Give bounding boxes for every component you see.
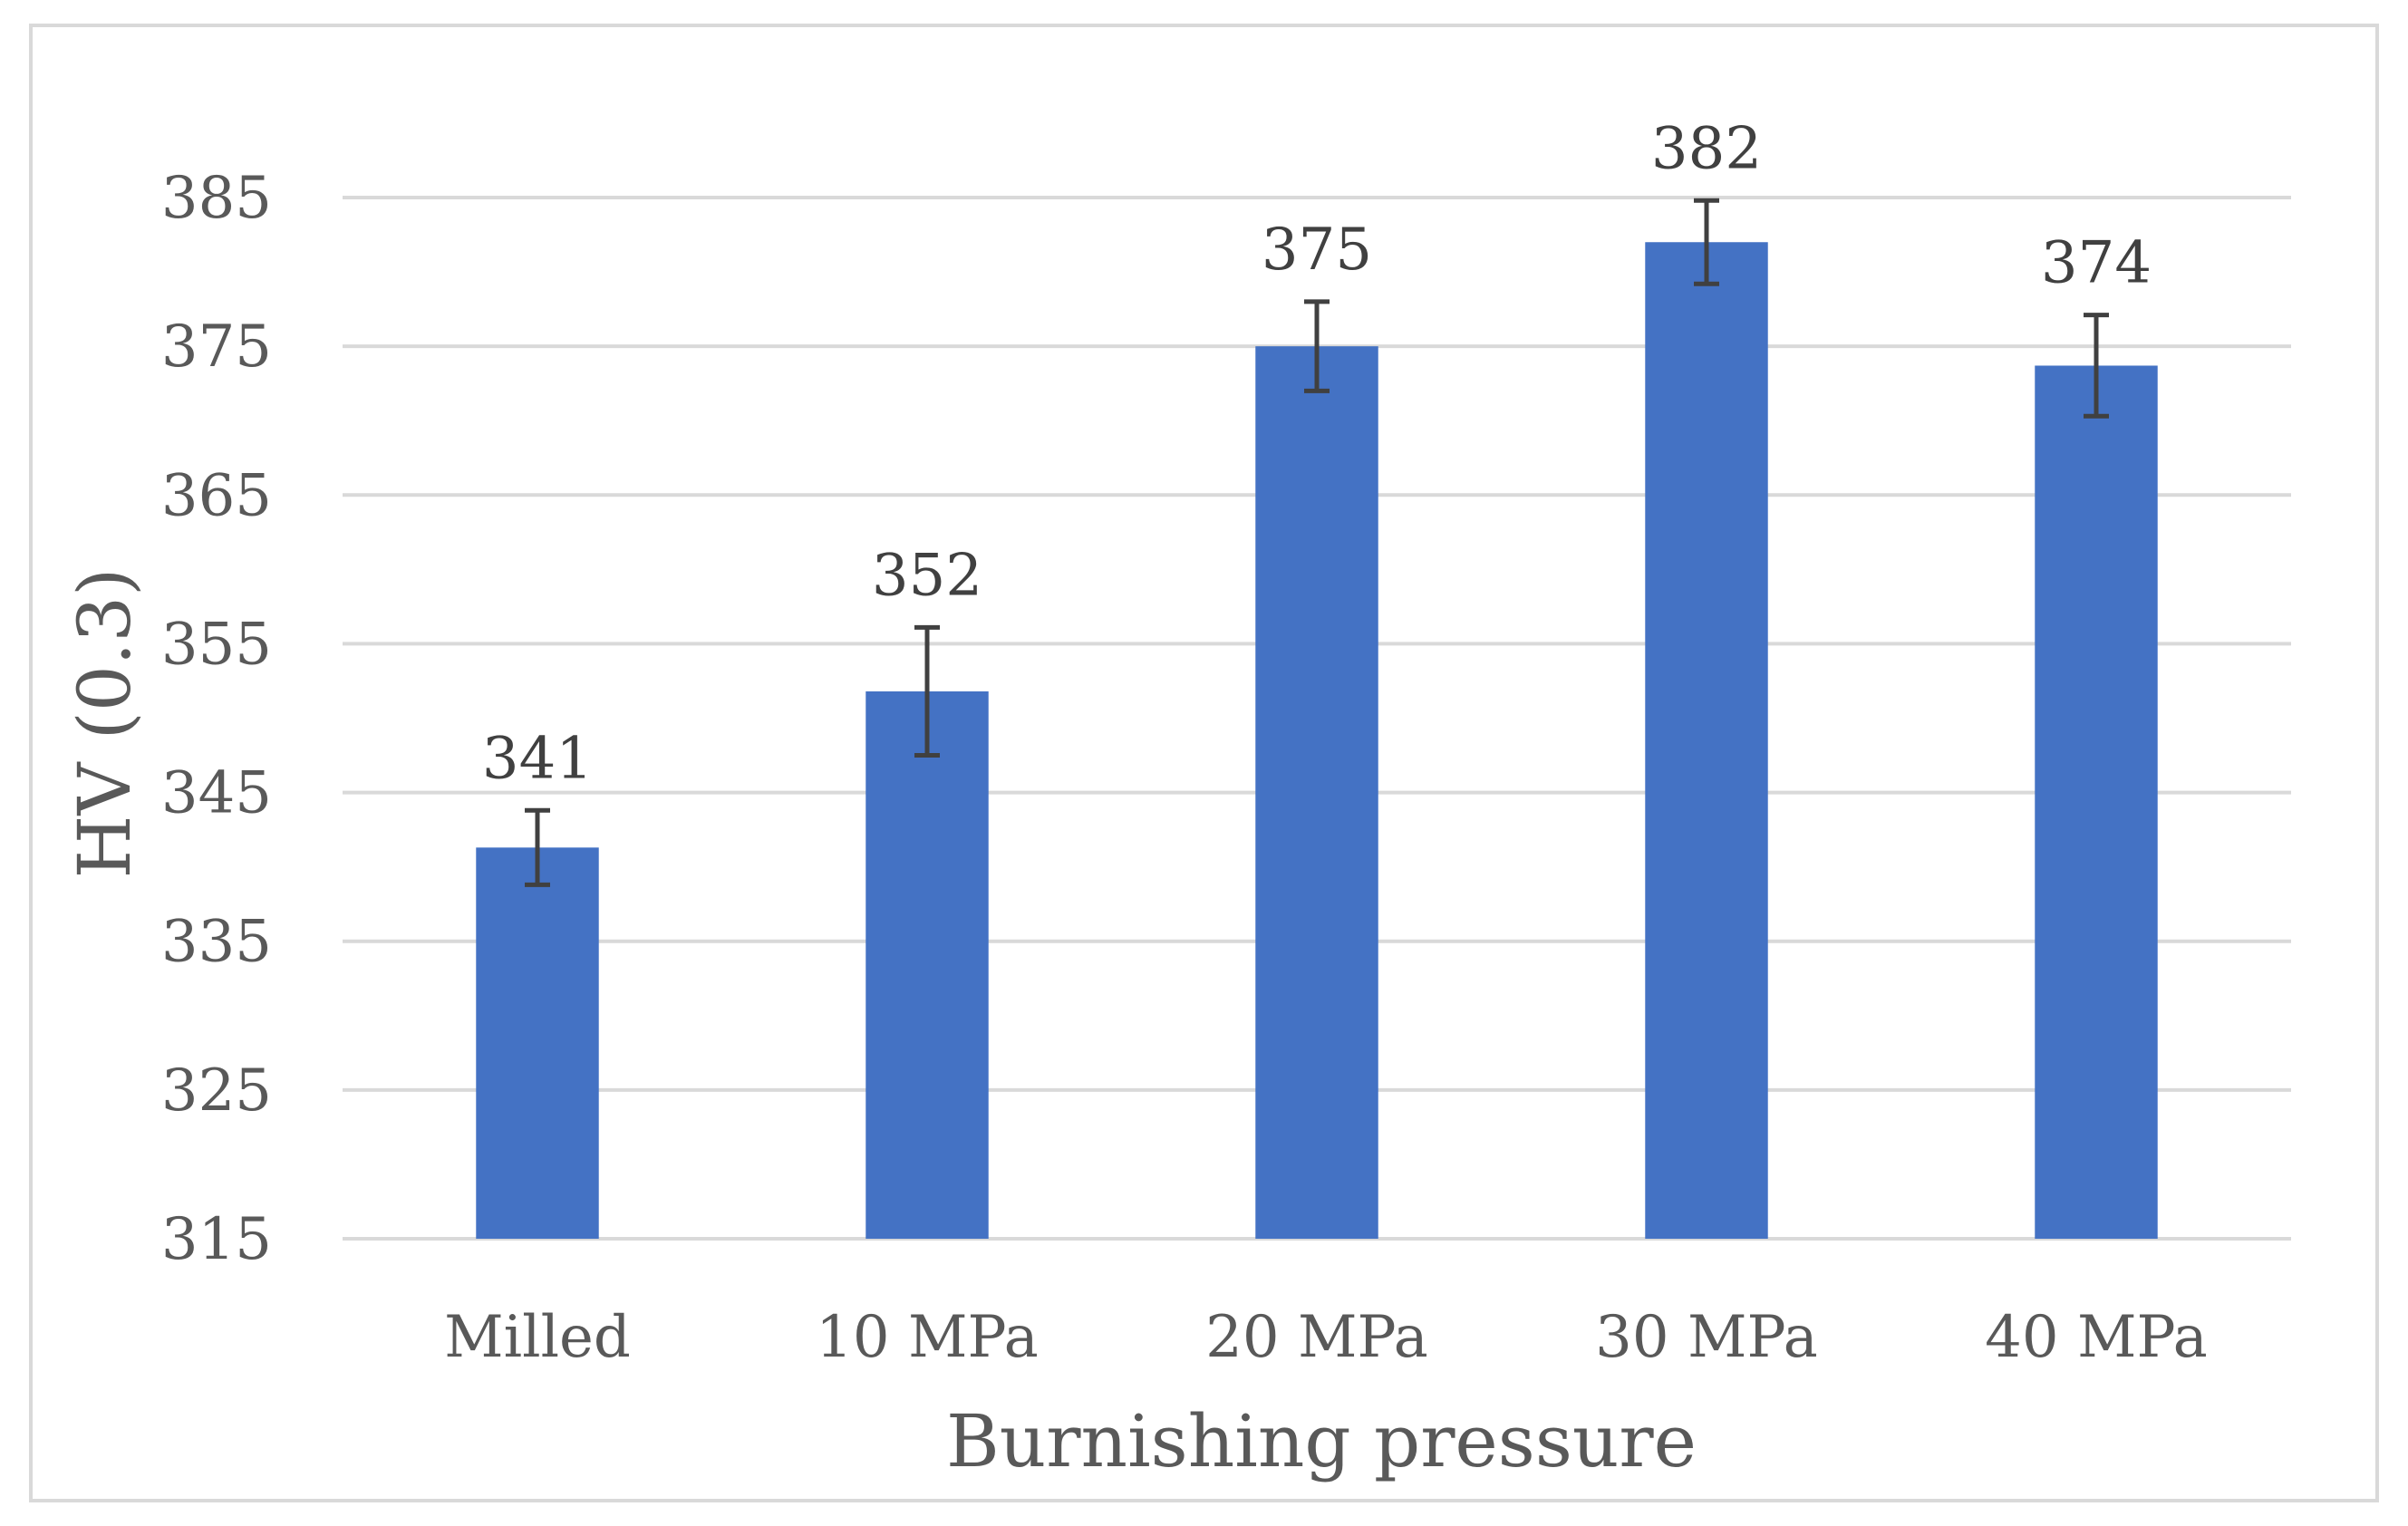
y-tick-label: 365 — [161, 462, 272, 529]
data-label: 341 — [482, 725, 593, 792]
bars — [476, 242, 2158, 1240]
y-tick-label: 385 — [161, 165, 272, 232]
data-labels: 341 352 375 382 374 — [482, 115, 2152, 792]
x-tick-label: 30 MPa — [1595, 1304, 1818, 1371]
y-axis-ticks: 315 325 335 345 355 365 375 385 — [161, 165, 272, 1273]
y-tick-label: 315 — [161, 1206, 272, 1273]
x-axis-ticks: Milled 10 MPa 20 MPa 30 MPa 40 MPa — [444, 1304, 2208, 1371]
x-tick-label: 20 MPa — [1205, 1304, 1428, 1371]
data-label: 382 — [1651, 115, 1762, 182]
error-bar — [1304, 299, 1330, 393]
y-tick-label: 335 — [161, 909, 272, 976]
y-tick-label: 375 — [161, 314, 272, 381]
bar — [2035, 365, 2158, 1239]
bar — [866, 691, 989, 1239]
error-bar — [2084, 313, 2109, 419]
x-axis-title: Burnishing pressure — [946, 1399, 1697, 1483]
data-label: 375 — [1262, 217, 1372, 284]
x-tick-label: 10 MPa — [816, 1304, 1039, 1371]
data-label: 352 — [872, 542, 982, 609]
bar — [476, 847, 599, 1239]
bar — [1645, 242, 1768, 1239]
x-tick-label: Milled — [444, 1304, 631, 1371]
error-bar — [914, 624, 940, 758]
y-tick-label: 345 — [161, 760, 272, 827]
y-tick-label: 355 — [161, 611, 272, 678]
data-label: 374 — [2041, 230, 2152, 297]
error-bar — [525, 807, 550, 887]
error-bars — [525, 198, 2109, 887]
y-axis-title: HV (0.3) — [63, 568, 147, 879]
y-tick-label: 325 — [161, 1058, 272, 1125]
x-tick-label: 40 MPa — [1985, 1304, 2208, 1371]
error-bar — [1694, 198, 1719, 286]
bar — [1255, 346, 1378, 1240]
chart-frame — [29, 24, 2379, 1502]
